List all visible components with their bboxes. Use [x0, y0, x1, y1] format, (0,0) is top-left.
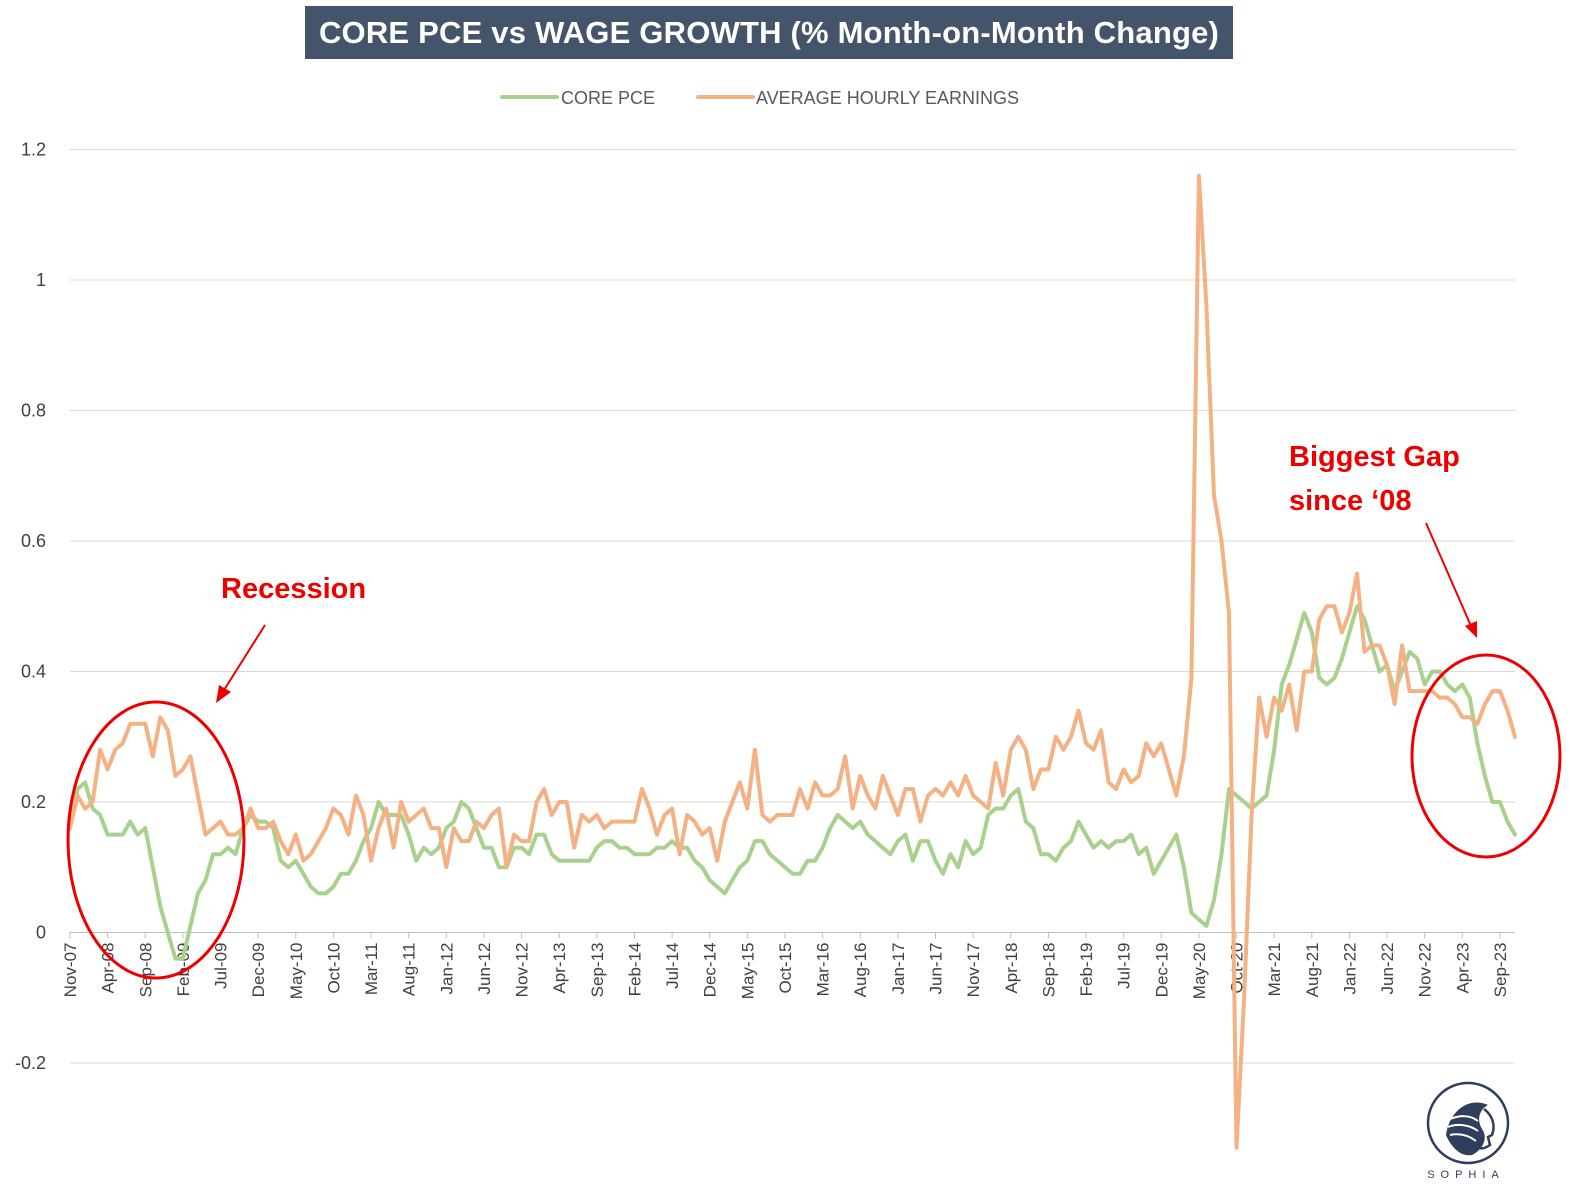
x-tick-label: Aug-11 [400, 943, 419, 997]
gap-arrow-head [1465, 621, 1477, 638]
x-tick-label: Jan-22 [1340, 943, 1359, 995]
legend-label-average-hourly-earnings: AVERAGE HOURLY EARNINGS [756, 88, 1019, 108]
y-tick-label: 0.4 [21, 662, 46, 682]
x-tick-label: Jun-17 [926, 943, 945, 995]
sophia-logo-icon: SOPHIA [1418, 1075, 1528, 1185]
y-tick-label: 0.2 [21, 792, 46, 812]
x-tick-label: Jun-12 [475, 943, 494, 995]
x-tick-label: Apr-13 [550, 943, 569, 994]
x-tick-label: May-10 [287, 943, 306, 1000]
y-axis-ticks: -0.2 0 0.2 0.4 0.6 0.8 1 1.2 [15, 140, 46, 1074]
y-tick-label: 0.8 [21, 401, 46, 421]
recession-label: Recession [221, 573, 366, 605]
legend: CORE PCE AVERAGE HOURLY EARNINGS [500, 88, 1019, 108]
x-tick-label: Jul-14 [663, 943, 682, 989]
y-tick-label: -0.2 [15, 1053, 46, 1073]
x-tick-label: Aug-21 [1303, 943, 1322, 998]
gap-arrow-shaft [1425, 522, 1472, 627]
x-tick-label: Jul-19 [1115, 943, 1134, 989]
x-tick-label: Feb-09 [174, 943, 193, 997]
gap-label-line1: Biggest Gap [1289, 441, 1460, 473]
y-tick-label: 0 [36, 923, 46, 943]
logo-text: SOPHIA [1427, 1169, 1505, 1181]
x-tick-label: May-15 [738, 943, 757, 1000]
x-tick-label: Nov-07 [61, 943, 80, 998]
x-tick-label: Jan-17 [889, 943, 908, 995]
x-tick-label: Sep-13 [588, 943, 607, 998]
x-tick-label: May-20 [1190, 943, 1209, 1000]
x-tick-label: Mar-16 [814, 943, 833, 997]
recession-arrow-shaft [223, 624, 266, 691]
x-tick-label: Jun-22 [1378, 943, 1397, 995]
chart-title-box: CORE PCE vs WAGE GROWTH (% Month-on-Mont… [305, 6, 1233, 59]
x-tick-label: Sep-18 [1039, 943, 1058, 998]
series-lines [68, 173, 1517, 1150]
x-tick-label: Oct-15 [776, 943, 795, 994]
x-axis-ticks: Nov-07 Apr-08 Sep-08 Feb-09 Jul-09 Dec-09 May-… [61, 932, 1515, 1000]
x-tick-label: Dec-09 [249, 943, 268, 998]
y-tick-label: 0.6 [21, 531, 46, 551]
y-tick-label: 1.2 [21, 140, 46, 160]
x-tick-label: Mar-21 [1265, 943, 1284, 997]
x-tick-label: Sep-23 [1491, 943, 1510, 998]
x-tick-label: Mar-11 [362, 943, 381, 996]
chart-title: CORE PCE vs WAGE GROWTH (% Month-on-Mont… [318, 14, 1220, 50]
gap-label-line2: since ‘08 [1289, 485, 1412, 517]
x-tick-label: Jul-09 [212, 943, 231, 989]
x-tick-label: Aug-16 [851, 943, 870, 998]
x-tick-label: Dec-14 [701, 943, 720, 998]
y-tick-label: 1 [36, 270, 46, 290]
series-line-average-hourly-earnings [68, 173, 1517, 1150]
x-tick-label: Apr-08 [99, 943, 118, 994]
x-tick-label: Nov-22 [1416, 943, 1435, 998]
x-tick-label: Apr-23 [1453, 943, 1472, 994]
gap-circle [1410, 653, 1562, 859]
x-tick-label: Nov-17 [964, 943, 983, 998]
x-tick-label: Oct-10 [324, 943, 343, 994]
annotations: Recession Biggest Gap since ‘08 [66, 441, 1562, 980]
x-tick-label: Jan-12 [437, 943, 456, 995]
series-line-core-pce [68, 604, 1517, 961]
x-tick-label: Nov-12 [513, 943, 532, 998]
x-tick-label: Feb-14 [625, 943, 644, 997]
recession-circle [66, 700, 246, 980]
recession-arrow-head [216, 685, 231, 703]
legend-label-core-pce: CORE PCE [561, 88, 655, 108]
gridlines [70, 149, 1515, 1064]
x-tick-label: Feb-19 [1077, 943, 1096, 997]
x-tick-label: Apr-18 [1002, 942, 1021, 993]
x-tick-label: Sep-08 [136, 943, 155, 998]
x-tick-label: Dec-19 [1152, 943, 1171, 998]
